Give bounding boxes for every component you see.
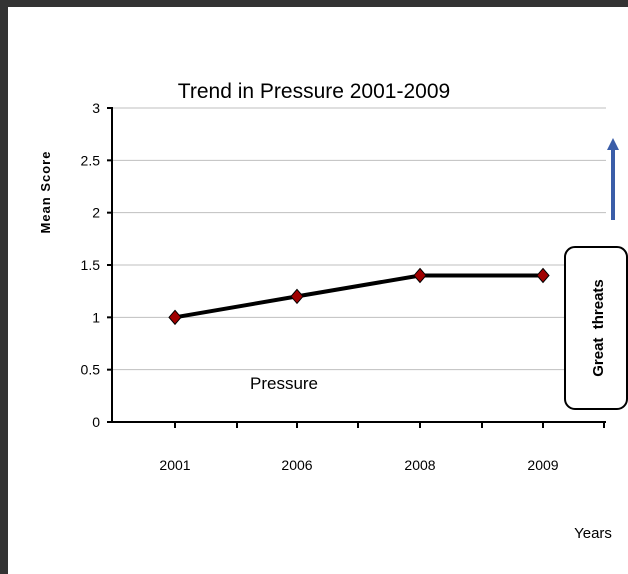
- y-tick-label: 0.5: [81, 362, 101, 378]
- x-tick-label: 2006: [281, 457, 312, 473]
- series-label-pressure: Pressure: [250, 374, 318, 393]
- x-ticks: 2001 2006 2008 2009: [159, 422, 605, 473]
- series-line: [174, 273, 543, 320]
- y-axis-label: Mean Score: [38, 151, 53, 234]
- x-tick-label: 2008: [404, 457, 435, 473]
- y-tick-label: 3: [92, 100, 100, 116]
- x-axis-label: Years: [574, 525, 612, 542]
- y-tick-label: 2: [92, 205, 100, 221]
- y-tick-label: 0: [92, 414, 100, 430]
- y-tick-label: 1: [92, 309, 100, 325]
- data-point-marker: [168, 309, 182, 326]
- data-point-marker: [536, 267, 550, 284]
- gridlines: [112, 107, 606, 371]
- chart-title: Trend in Pressure 2001-2009: [178, 80, 450, 103]
- y-tick-label: 2.5: [81, 152, 101, 168]
- series-pressure: [168, 267, 550, 326]
- x-tick-label: 2001: [159, 457, 190, 473]
- great-threats-callout: [564, 246, 628, 410]
- y-tick-label: 1.5: [81, 257, 101, 273]
- data-point-marker: [290, 288, 304, 305]
- x-tick-label: 2009: [527, 457, 558, 473]
- up-arrow-icon: [607, 138, 619, 220]
- data-point-marker: [413, 267, 427, 284]
- great-threats-label: Great threats: [590, 279, 607, 377]
